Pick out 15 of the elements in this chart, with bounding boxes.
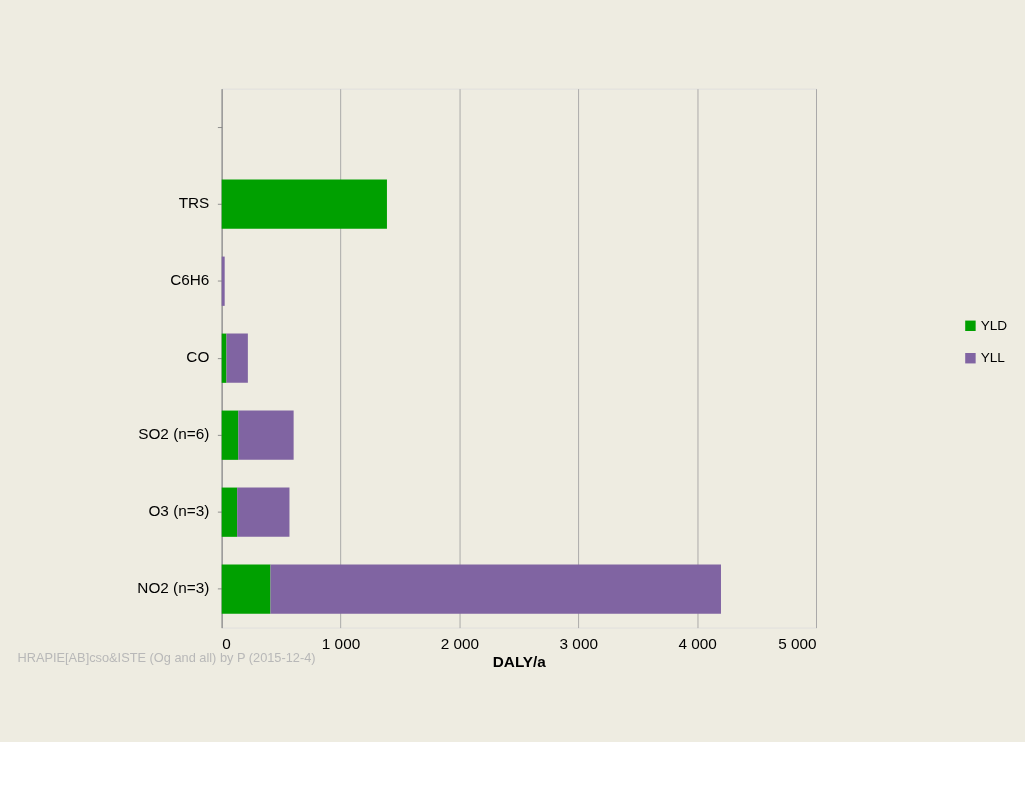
y-tick-label: C6H6 [170, 271, 210, 289]
legend-label: YLD [980, 318, 1008, 334]
x-tick-label: 0 [222, 634, 231, 652]
x-tick-label: 4 000 [678, 634, 717, 652]
y-tick-label: NO2 (n=3) [137, 579, 210, 597]
x-tick-label: 3 000 [559, 634, 598, 652]
y-tick-label: TRS [178, 194, 210, 212]
x-axis-title: DALY/a [492, 653, 547, 671]
legend-label: YLL [980, 350, 1006, 366]
y-tick-label: CO [186, 348, 210, 366]
x-tick-label: 5 000 [778, 634, 817, 652]
x-tick-label: 2 000 [440, 634, 480, 652]
y-tick-label: O3 (n=3) [148, 502, 210, 520]
y-tick-label: SO2 (n=6) [138, 425, 210, 443]
x-tick-label: 1 000 [321, 634, 361, 652]
